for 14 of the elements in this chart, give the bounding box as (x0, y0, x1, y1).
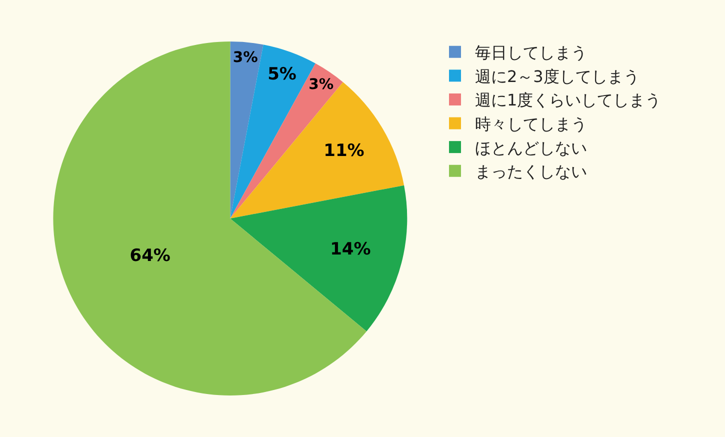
pie-slice (230, 185, 407, 332)
legend-label: 時々してしまう (475, 114, 587, 134)
legend-label: まったくしない (475, 162, 587, 182)
data-label: 64% (130, 246, 170, 266)
data-label: 11% (324, 141, 364, 162)
data-label: 14% (330, 239, 371, 260)
legend-label: 週に1度くらいしてしまう (475, 90, 662, 110)
legend-label: 毎日してしまう (475, 43, 587, 62)
data-label: 5% (268, 64, 296, 85)
legend-label: 週に2～3度してしまう (475, 66, 640, 86)
pie-slice (230, 42, 264, 218)
data-label: 3% (232, 48, 258, 66)
data-label: 3% (308, 76, 334, 94)
legend-label: ほとんどしない (475, 138, 587, 158)
